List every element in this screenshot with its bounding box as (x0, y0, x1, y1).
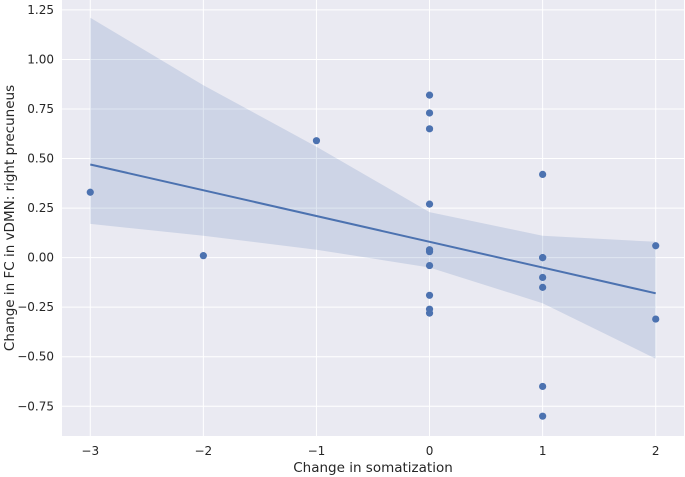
x-tick-labels: −3 −2 −1 0 1 2 (81, 444, 659, 458)
y-tick-label: −0.25 (17, 300, 54, 314)
x-axis-label: Change in somatization (293, 460, 453, 476)
data-point (425, 291, 434, 299)
x-tick-label: −1 (308, 444, 326, 458)
y-tick-label: 1.25 (27, 3, 54, 17)
y-tick-label: 0.75 (27, 102, 54, 116)
plot-background (62, 0, 684, 436)
data-point (199, 252, 207, 260)
data-point (86, 188, 94, 196)
x-tick-label: 2 (652, 444, 660, 458)
y-tick-label: 0.25 (27, 201, 54, 215)
x-tick-label: −2 (195, 444, 213, 458)
y-tick-label: 0.00 (27, 251, 54, 265)
y-tick-label: −0.50 (17, 350, 54, 364)
x-tick-label: −3 (81, 444, 99, 458)
y-tick-label: 1.00 (27, 52, 54, 66)
data-point (652, 315, 660, 323)
x-tick-label: 0 (426, 444, 434, 458)
regression-line (90, 163, 656, 295)
data-point (425, 125, 434, 133)
data-points (86, 91, 660, 420)
y-tick-labels: −0.75 −0.50 −0.25 0.00 0.25 0.50 0.75 1.00 1.25 (17, 3, 54, 413)
grid-lines (62, 0, 684, 436)
y-tick-label: −0.75 (17, 399, 54, 413)
data-point (425, 200, 434, 208)
data-point (425, 91, 434, 99)
data-point (539, 412, 547, 420)
data-point (425, 248, 434, 256)
data-point (539, 283, 547, 291)
y-axis-label: Change in FC in vDMN: right precuneus (2, 85, 18, 351)
data-point (539, 382, 547, 391)
data-point (425, 109, 434, 117)
data-point (652, 242, 660, 250)
x-tick-label: 1 (539, 444, 547, 458)
data-point (312, 137, 321, 145)
data-point (539, 170, 547, 178)
y-tick-label: 0.50 (27, 152, 54, 166)
confidence-band (90, 17, 656, 359)
data-point (425, 261, 434, 270)
data-point (425, 309, 434, 317)
data-point (539, 273, 547, 282)
data-point (539, 254, 547, 262)
